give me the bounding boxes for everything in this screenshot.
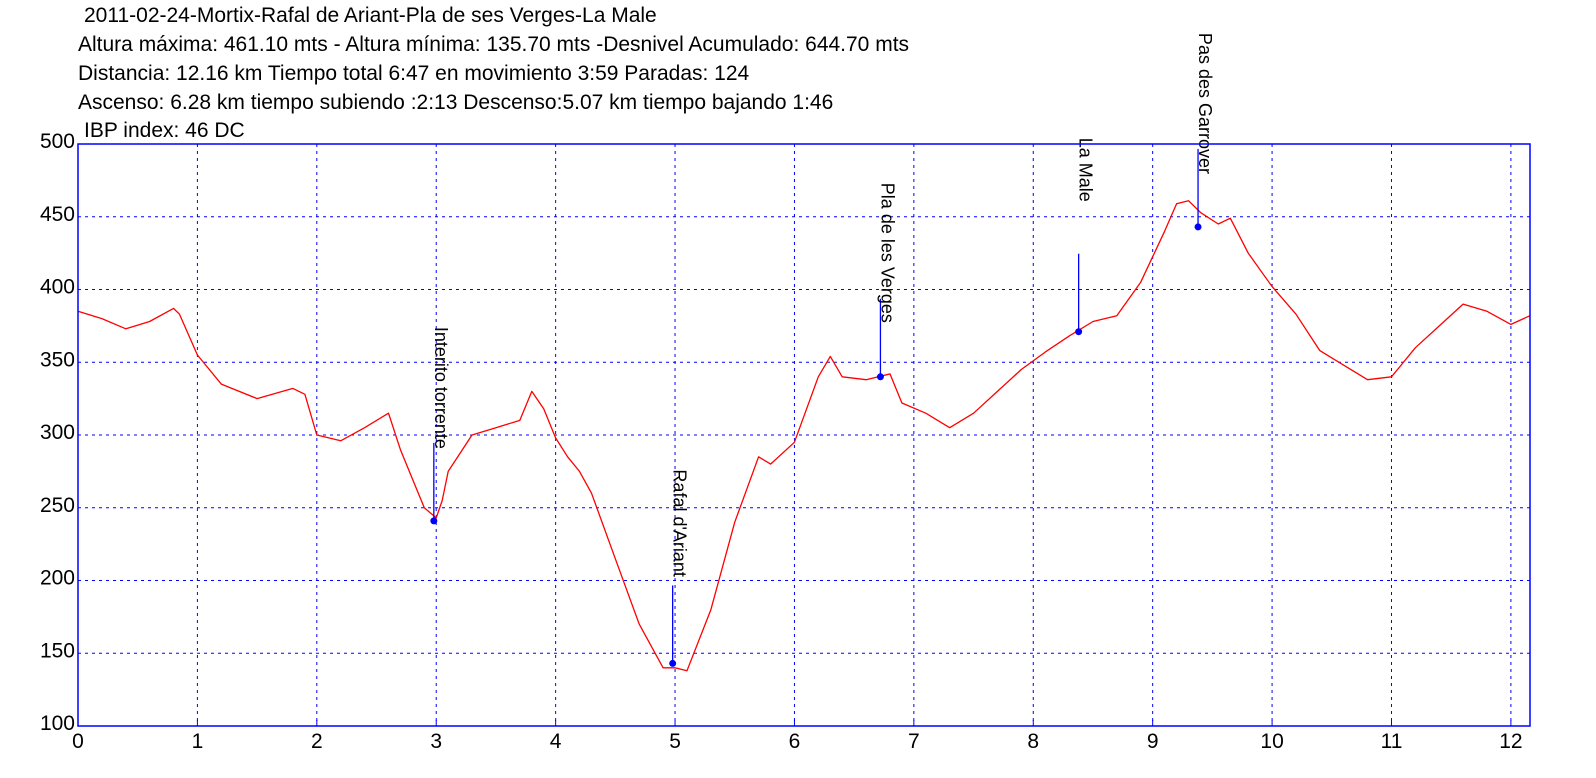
x-tick-label: 10 <box>1260 730 1283 753</box>
y-tick-label: 500 <box>40 130 75 153</box>
y-tick-label: 400 <box>40 276 75 299</box>
axis-tick-labels: 0 1 2 3 4 5 6 7 8 9 10 11 12100150200250300350400450… <box>40 130 1523 753</box>
waypoint-label: Pla de les Verges <box>877 183 897 323</box>
waypoint-label: Interito torrente <box>431 327 451 449</box>
x-tick-label: 8 <box>1027 730 1039 753</box>
waypoint-label: Pas des Garrover <box>1195 33 1215 174</box>
waypoint-marker <box>430 517 438 525</box>
x-tick-label: 11 <box>1381 730 1403 753</box>
x-tick-label: 5 <box>669 730 681 753</box>
waypoint-label: Rafal d'Ariant <box>670 469 690 577</box>
x-tick-label: 12 <box>1499 730 1522 753</box>
grid-lines <box>77 144 1530 726</box>
x-tick-label: 2 <box>311 730 323 753</box>
x-tick-label: 7 <box>908 730 920 753</box>
summary-distance: Distancia: 12.16 km Tiempo total 6:47 en… <box>78 62 750 85</box>
waypoint-marker <box>876 373 884 381</box>
y-tick-label: 200 <box>40 567 75 590</box>
y-tick-label: 450 <box>40 203 75 226</box>
plot-frame <box>77 143 1531 727</box>
x-tick-label: 6 <box>789 730 801 753</box>
waypoint-marker <box>669 659 677 667</box>
elevation-profile <box>77 200 1531 672</box>
x-tick-label: 9 <box>1147 730 1159 753</box>
summary-ascent: Ascenso: 6.28 km tiempo subiendo :2:13 D… <box>78 91 834 114</box>
x-tick-label: 4 <box>550 730 562 753</box>
chart-title: 2011-02-24-Mortix-Rafal de Ariant-Pla de… <box>84 4 657 27</box>
waypoint-label: La Male <box>1076 138 1096 202</box>
summary-altitude: Altura máxima: 461.10 mts - Altura mínim… <box>78 33 910 56</box>
waypoint-annotations: Interito torrente Rafal d'Ariant Pla de le… <box>430 33 1215 667</box>
chart-header: 2011-02-24-Mortix-Rafal de Ariant-Pla de… <box>0 0 1596 150</box>
y-tick-label: 150 <box>40 639 75 662</box>
x-tick-label: 3 <box>430 730 442 753</box>
y-tick-label: 300 <box>40 421 75 444</box>
x-tick-label: 0 <box>72 730 84 753</box>
y-tick-label: 250 <box>40 494 75 517</box>
y-tick-label: 350 <box>40 348 75 371</box>
elevation-series-line <box>77 200 1531 672</box>
x-tick-label: 1 <box>192 730 204 753</box>
y-tick-label: 100 <box>40 712 75 735</box>
summary-ibp: IBP index: 46 DC <box>84 119 245 142</box>
waypoint-marker <box>1194 223 1202 231</box>
waypoint-marker <box>1075 328 1083 336</box>
